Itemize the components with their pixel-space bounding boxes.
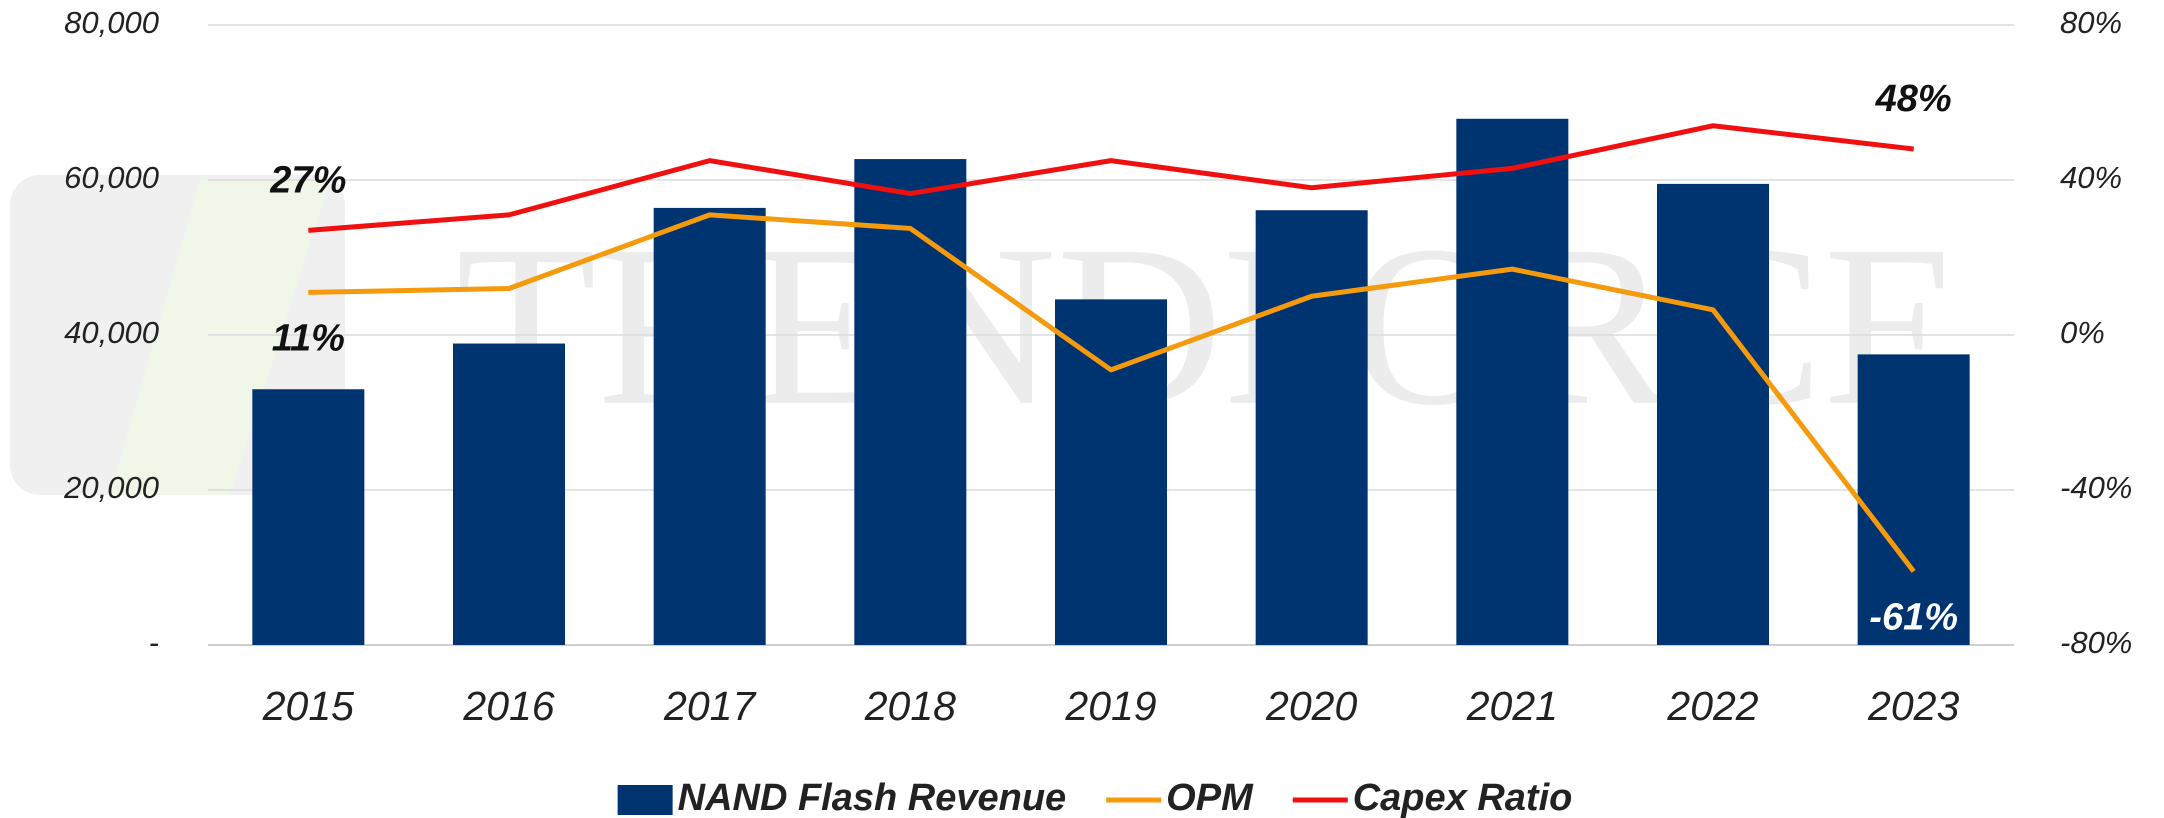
x-tick-label: 2015 — [262, 683, 354, 729]
line — [308, 123, 1914, 233]
legend-label: OPM — [1166, 777, 1254, 818]
bar — [1055, 299, 1167, 645]
x-tick-label: 2018 — [864, 683, 956, 729]
data-label: 27% — [269, 159, 346, 201]
x-tick-label: 2019 — [1064, 683, 1156, 729]
y-tick-label: 40,000 — [64, 315, 159, 350]
data-label: 11% — [272, 317, 345, 359]
y2-tick-label: -40% — [2060, 470, 2132, 505]
bar — [252, 389, 365, 645]
legend-label: NAND Flash Revenue — [678, 777, 1067, 818]
bar — [1657, 183, 1769, 645]
x-tick-label: 2017 — [663, 683, 757, 729]
y-tick-label: 60,000 — [64, 160, 159, 195]
x-tick-label: 2016 — [462, 683, 554, 729]
logo-shape — [110, 180, 330, 495]
bar — [453, 343, 565, 645]
x-tick-label: 2020 — [1265, 683, 1357, 729]
y2-tick-label: 0% — [2060, 315, 2105, 350]
x-tick-label: 2023 — [1867, 683, 1959, 729]
legend-swatch — [617, 785, 673, 815]
y2-tick-label: -80% — [2060, 625, 2132, 660]
x-tick-label: 2022 — [1666, 683, 1758, 729]
y-tick-label: - — [149, 625, 159, 660]
y2-tick-label: 40% — [2060, 160, 2122, 195]
legend-label: Capex Ratio — [1353, 777, 1573, 818]
bar — [1456, 118, 1569, 645]
line — [308, 212, 1916, 573]
legend: NAND Flash Revenue OPM Capex Ratio — [617, 777, 1573, 818]
bar — [854, 159, 967, 645]
bar — [1255, 210, 1368, 645]
data-label: 48% — [1875, 78, 1952, 120]
y2-tick-label: 80% — [2060, 5, 2122, 40]
x-tick-label: 2021 — [1466, 683, 1558, 729]
bar — [1857, 354, 1970, 645]
y-tick-label: 20,000 — [63, 470, 159, 505]
data-label: -61% — [1869, 596, 1958, 638]
y-tick-label: 80,000 — [64, 5, 159, 40]
bar — [653, 207, 766, 645]
